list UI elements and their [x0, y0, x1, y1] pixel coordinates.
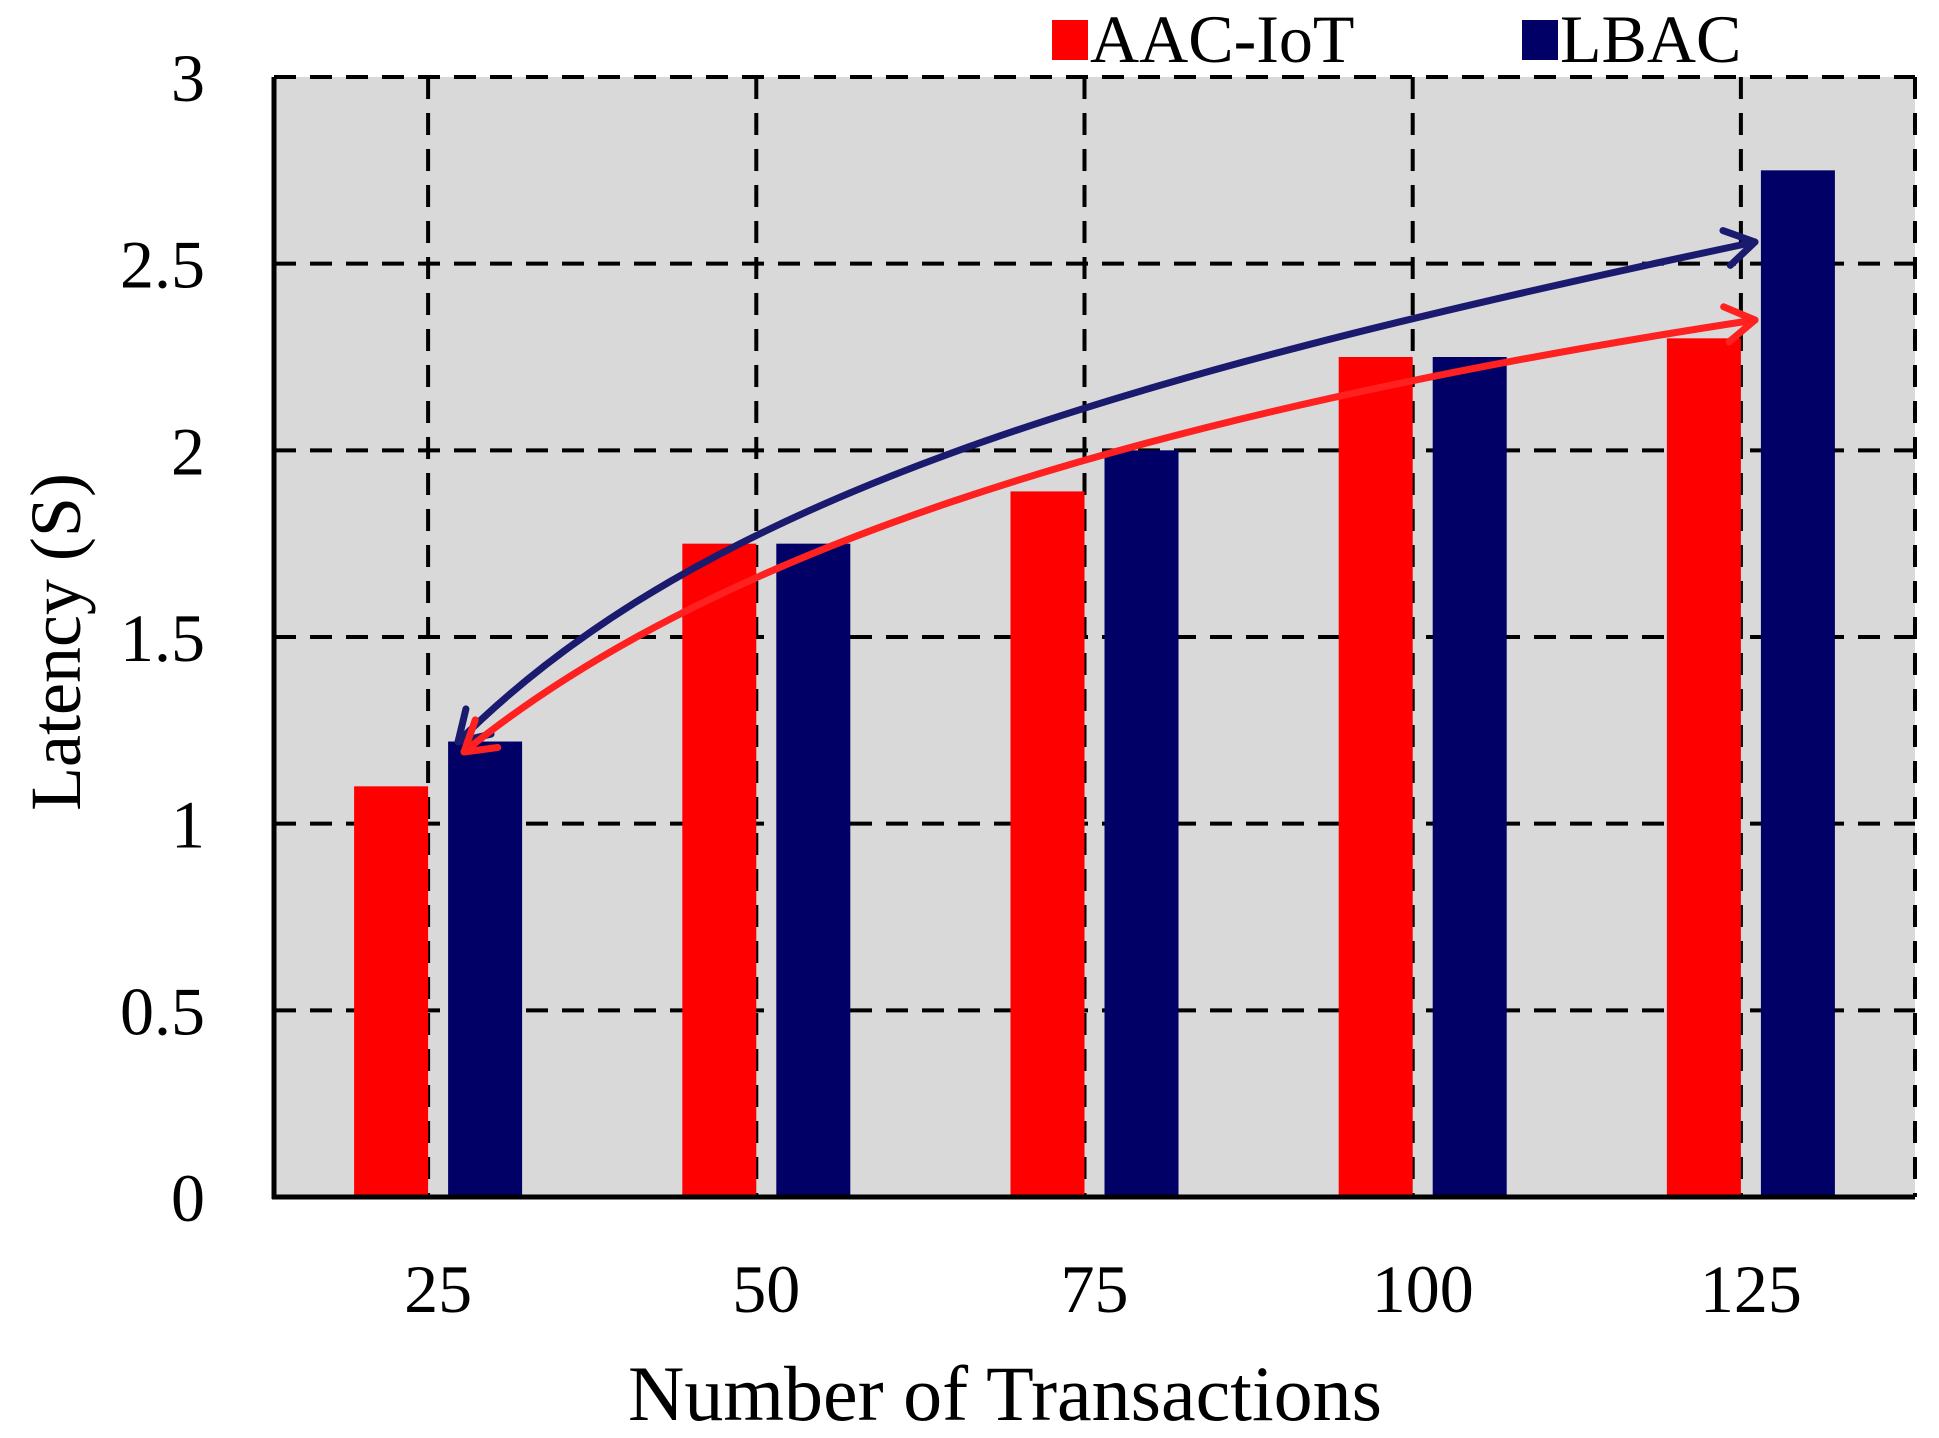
y-tick-label: 2	[171, 413, 205, 489]
legend: AAC-IoT LBAC	[1052, 1, 1741, 77]
x-tick-label: 75	[1061, 1251, 1129, 1327]
legend-item-lbac: LBAC	[1522, 1, 1741, 77]
bar-aac-iot-100	[1338, 357, 1413, 1197]
y-tick-labels: 0 0.5 1 1.5 2 2.5 3	[120, 40, 205, 1236]
bar-lbac-75	[1104, 450, 1179, 1197]
axes	[271, 77, 1915, 1200]
bar-aac-iot-50	[682, 543, 757, 1197]
x-tick-label: 100	[1372, 1251, 1474, 1327]
x-tick-label: 125	[1700, 1251, 1802, 1327]
trend-arrow-aac-iot	[460, 303, 1759, 756]
bar-lbac-25	[448, 741, 523, 1197]
bar-aac-iot-75	[1010, 491, 1085, 1197]
y-tick-label: 0.5	[120, 973, 205, 1049]
legend-item-aac-iot: AAC-IoT	[1052, 1, 1354, 77]
x-axis-label: Number of Transactions	[628, 1350, 1382, 1437]
x-tick-labels: 25 50 75 100 125	[404, 1251, 1802, 1327]
y-axis-label: Latency (S)	[16, 473, 96, 811]
y-tick-label: 3	[171, 40, 205, 116]
legend-swatch	[1052, 20, 1088, 60]
legend-label: LBAC	[1560, 1, 1741, 77]
bar-aac-iot-125	[1666, 338, 1741, 1197]
bars	[354, 170, 1835, 1197]
legend-label: AAC-IoT	[1090, 1, 1354, 77]
y-tick-label: 1	[171, 787, 205, 863]
bar-lbac-50	[776, 543, 851, 1197]
y-tick-label: 0	[171, 1160, 205, 1236]
bar-aac-iot-25	[354, 786, 429, 1197]
y-tick-label: 2.5	[120, 227, 205, 303]
x-tick-label: 50	[732, 1251, 800, 1327]
x-tick-label: 25	[404, 1251, 472, 1327]
legend-swatch	[1522, 20, 1558, 60]
trend-arrows	[454, 227, 1759, 756]
y-tick-label: 1.5	[120, 600, 205, 676]
bar-lbac-100	[1432, 357, 1507, 1197]
bar-lbac-125	[1760, 170, 1835, 1197]
